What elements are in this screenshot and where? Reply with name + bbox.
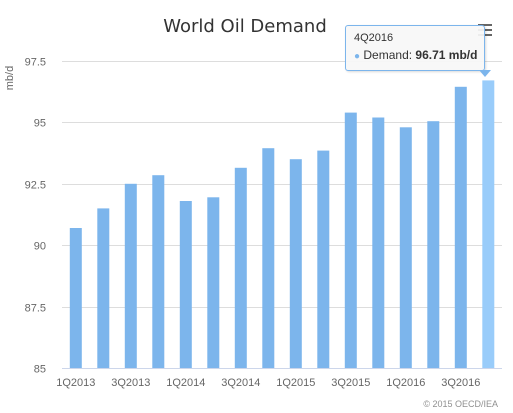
hamburger-menu-icon-line [478, 34, 492, 36]
chart-menu-button[interactable] [474, 19, 498, 41]
tooltip-row: ● Demand: 96.71 mb/d [354, 48, 478, 62]
y-tick-label: 87.5 [25, 303, 46, 315]
bar-4Q2016[interactable] [482, 80, 495, 369]
chart-title: World Oil Demand [163, 16, 327, 37]
series-dot-icon: ● [354, 51, 361, 62]
bar-1Q2013[interactable] [69, 228, 82, 368]
x-tick-label: 3Q2014 [221, 377, 260, 389]
y-tick-label: 92.5 [25, 180, 46, 192]
bar-3Q2014[interactable] [234, 167, 247, 368]
bar-3Q2015[interactable] [344, 112, 357, 368]
credit-text[interactable]: © 2015 OECD/IEA [423, 399, 498, 409]
y-tick-label: 85 [34, 364, 46, 376]
bar-1Q2015[interactable] [289, 159, 302, 368]
hamburger-menu-icon [478, 24, 492, 26]
tooltip-category: 4Q2016 [354, 32, 394, 44]
y-tick-label: 95 [34, 118, 46, 130]
x-tick-label: 3Q2016 [441, 377, 480, 389]
x-tick-label: 1Q2015 [276, 377, 315, 389]
x-tick-labels: 1Q2013 3Q2013 1Q2014 3Q2014 1Q2015 3Q2015 1Q20… [56, 377, 480, 389]
tooltip-value: 96.71 mb/d [415, 48, 478, 62]
tooltip-arrow [479, 70, 491, 77]
x-tick-label: 1Q2014 [166, 377, 205, 389]
y-tick-label: 90 [34, 241, 46, 253]
x-tick-label: 3Q2013 [111, 377, 150, 389]
bar-2Q2013[interactable] [97, 208, 110, 368]
bar-layer [69, 80, 495, 369]
bar-4Q2013[interactable] [152, 175, 165, 368]
x-tick-label: 1Q2016 [386, 377, 425, 389]
chart-tooltip: 4Q2016 ● Demand: 96.71 mb/d [345, 25, 485, 71]
bar-1Q2014[interactable] [179, 201, 192, 368]
bar-4Q2015[interactable] [372, 117, 385, 369]
hamburger-menu-icon-line [478, 29, 492, 31]
bar-2Q2015[interactable] [317, 150, 330, 368]
bar-2Q2016[interactable] [427, 121, 440, 368]
bar-4Q2014[interactable] [262, 148, 275, 368]
y-tick-label: 97.5 [25, 57, 46, 69]
x-tick-label: 1Q2013 [56, 377, 95, 389]
bar-2Q2014[interactable] [207, 197, 220, 368]
y-tick-labels: 85 87.5 90 92.5 95 97.5 [25, 57, 46, 376]
y-axis-title: mb/d [4, 66, 16, 90]
tooltip-series-label: Demand: [363, 48, 416, 62]
bar-3Q2013[interactable] [124, 183, 137, 368]
bar-3Q2016[interactable] [454, 86, 467, 369]
x-tick-label: 3Q2015 [331, 377, 370, 389]
bar-1Q2016[interactable] [399, 127, 412, 368]
